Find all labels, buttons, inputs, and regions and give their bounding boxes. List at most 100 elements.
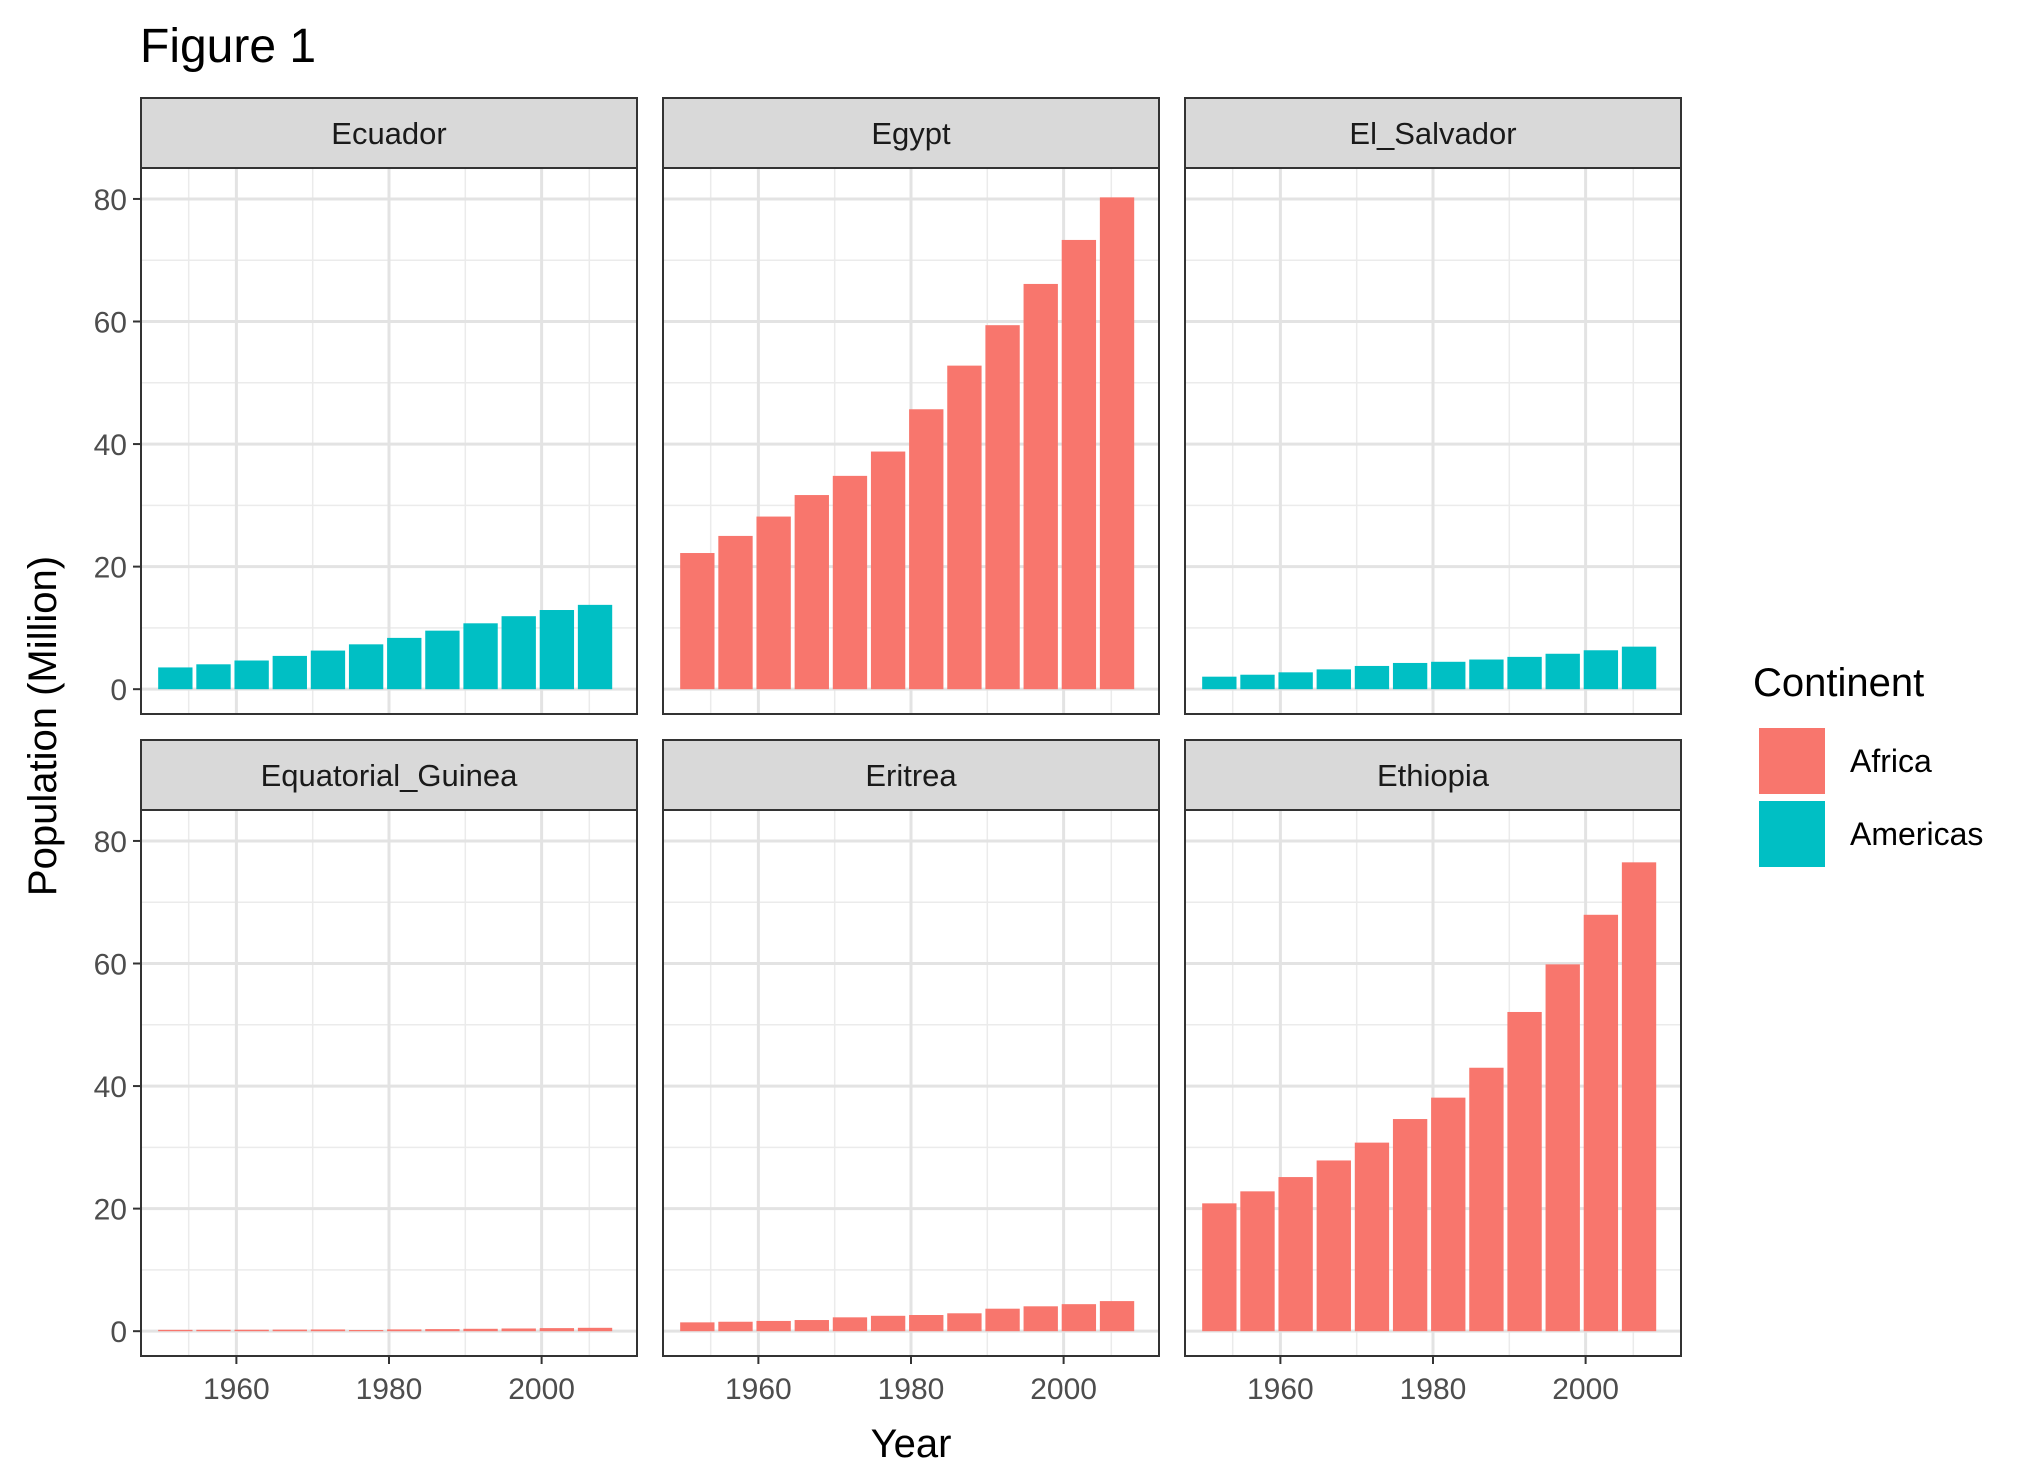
bar — [947, 365, 982, 690]
bar — [577, 1327, 613, 1332]
bar — [539, 1328, 575, 1332]
bar — [272, 1329, 307, 1332]
y-tick-label: 20 — [94, 552, 127, 585]
bar — [196, 664, 231, 690]
y-tick-label: 80 — [94, 826, 127, 859]
panel-el-salvador: El_Salvador — [1184, 97, 1682, 715]
panel-ethiopia: Ethiopia 1960 1980 2000 — [1184, 739, 1682, 1406]
bar — [1278, 1177, 1313, 1332]
facet-strip — [140, 97, 638, 169]
bar — [1469, 1067, 1504, 1332]
bar — [756, 1320, 791, 1332]
x-tick-label: 1960 — [1247, 1373, 1314, 1406]
bar — [1240, 674, 1275, 690]
legend-swatch — [1759, 728, 1825, 794]
bar — [718, 1321, 753, 1332]
bar — [1507, 1011, 1542, 1332]
bar — [1023, 1306, 1058, 1332]
y-tick-label: 60 — [94, 307, 127, 340]
bar — [832, 475, 868, 690]
bar — [756, 516, 791, 690]
facet-strip — [140, 739, 638, 811]
bar — [909, 1315, 944, 1332]
bar — [1278, 672, 1313, 690]
facet-strip-label: Eritrea — [865, 758, 957, 793]
facet-strip — [1184, 739, 1682, 811]
x-tick-label: 1960 — [203, 1373, 270, 1406]
bar — [1431, 1097, 1466, 1332]
y-tick-label: 40 — [94, 1071, 127, 1104]
legend-label: Africa — [1850, 743, 1932, 779]
bar — [463, 1328, 498, 1332]
bar — [832, 1317, 868, 1332]
x-tick-label: 1980 — [1400, 1373, 1467, 1406]
facet-strip-label: Ethiopia — [1377, 758, 1490, 793]
bar — [425, 1329, 460, 1332]
bar — [1316, 1160, 1351, 1332]
x-tick-label: 2000 — [1552, 1373, 1619, 1406]
bar — [310, 650, 346, 690]
y-tick-label: 0 — [110, 1316, 127, 1349]
legend-swatch — [1759, 801, 1825, 867]
x-tick-label: 2000 — [508, 1373, 575, 1406]
x-axis-title: Year — [871, 1422, 952, 1466]
y-tick-label: 40 — [94, 429, 127, 462]
facet-strip-label: Egypt — [871, 116, 951, 151]
panel-border — [140, 167, 638, 715]
bar — [310, 1329, 346, 1332]
bar — [794, 495, 829, 690]
bar — [1099, 197, 1135, 690]
y-tick-label: 20 — [94, 1194, 127, 1227]
bar — [1202, 1203, 1237, 1332]
bar — [1621, 646, 1657, 690]
bar — [870, 1315, 906, 1332]
legend-title: Continent — [1753, 661, 1924, 705]
chart-title: Figure 1 — [140, 20, 316, 73]
bar — [680, 1322, 715, 1332]
panel-border — [662, 167, 1160, 715]
bar — [1545, 964, 1580, 1332]
bar — [1240, 1191, 1275, 1332]
x-tick-label: 2000 — [1030, 1373, 1097, 1406]
bar — [1392, 662, 1428, 690]
x-tick-label: 1980 — [356, 1373, 423, 1406]
bar — [539, 610, 575, 690]
facet-strip-label: Equatorial_Guinea — [261, 758, 519, 793]
facet-strip — [662, 739, 1160, 811]
y-tick-label: 60 — [94, 949, 127, 982]
bar — [1621, 862, 1657, 1332]
bar — [348, 1330, 384, 1332]
bar — [718, 535, 753, 690]
bar — [577, 604, 613, 690]
legend-label: Americas — [1850, 816, 1983, 852]
bar — [501, 1328, 536, 1332]
bar — [1316, 669, 1351, 690]
x-tick-label: 1960 — [725, 1373, 792, 1406]
bar — [1099, 1301, 1135, 1332]
bar — [985, 325, 1020, 690]
panels: Ecuador 0 20 40 60 80 Egypt El_Salvador Equatori… — [94, 97, 1682, 1406]
bar — [1431, 661, 1466, 690]
bar — [947, 1313, 982, 1332]
bar — [501, 616, 536, 690]
bar — [985, 1308, 1020, 1332]
legend: Continent Africa Americas — [1753, 661, 1983, 867]
bar — [1583, 914, 1619, 1332]
panel-eritrea: Eritrea 1960 1980 2000 — [662, 739, 1160, 1406]
y-tick-label: 0 — [110, 674, 127, 707]
bar — [1392, 1119, 1428, 1332]
bar — [909, 409, 944, 690]
bar — [1507, 656, 1542, 690]
bar — [234, 1329, 269, 1332]
bar — [870, 451, 906, 690]
bar — [158, 667, 193, 690]
x-tick-label: 1980 — [878, 1373, 945, 1406]
bar — [1061, 1304, 1097, 1332]
bar — [463, 623, 498, 690]
facet-strip-label: El_Salvador — [1349, 116, 1516, 151]
panel-egypt: Egypt — [662, 97, 1160, 715]
y-tick-label: 80 — [94, 184, 127, 217]
bar — [196, 1329, 231, 1332]
facet-strip-label: Ecuador — [331, 116, 446, 151]
